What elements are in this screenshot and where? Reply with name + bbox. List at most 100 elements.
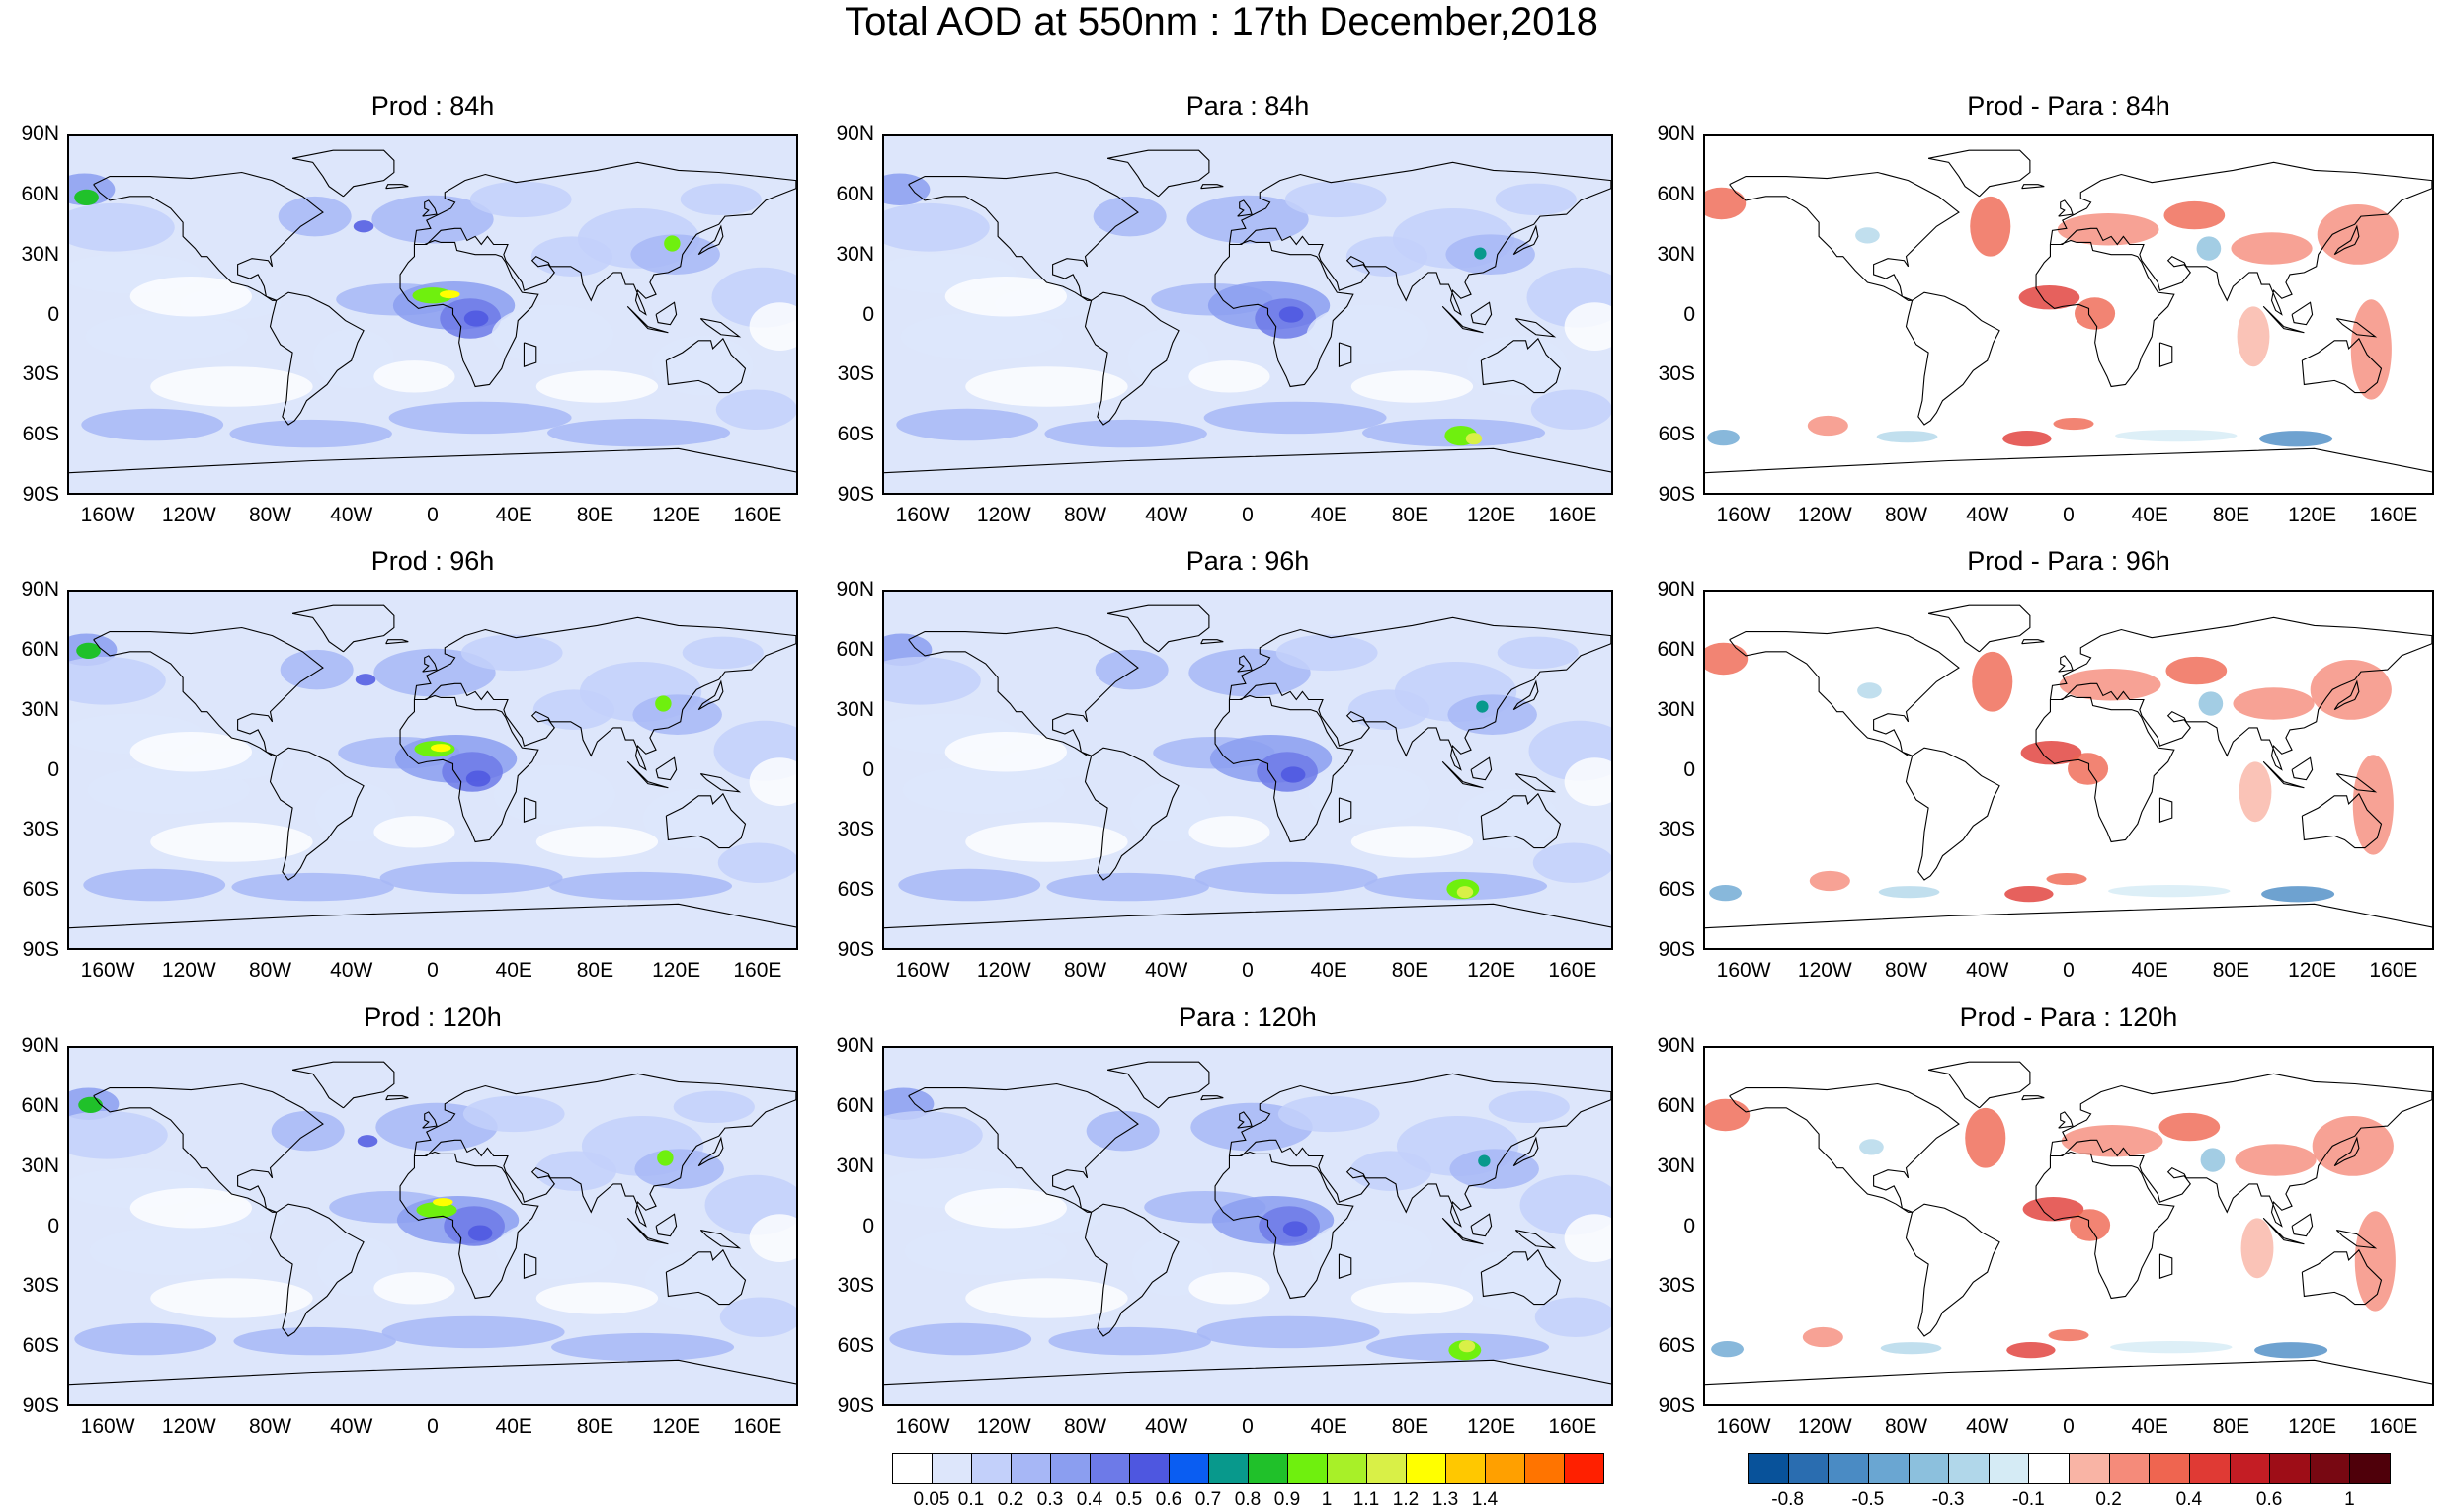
latitude-label: 60S [1658, 1334, 1695, 1358]
colorbar-label: 1 [2344, 1489, 2355, 1510]
difference-blob [1972, 651, 2013, 712]
coastline [1107, 1061, 1210, 1109]
coastline [1200, 1095, 1224, 1101]
panel-title: Prod : 84h [370, 91, 495, 120]
longitude-label: 0 [2063, 1415, 2075, 1438]
aod-blob [1534, 1297, 1611, 1338]
coastline [1441, 760, 1484, 789]
low-aod-patch [373, 1272, 455, 1305]
latitude-label: 30S [837, 818, 874, 841]
coastline [1084, 747, 1180, 881]
longitude-label: 120E [652, 959, 701, 982]
aod-blob [651, 335, 754, 396]
coastline [626, 305, 669, 334]
coastline [2035, 1151, 2175, 1300]
difference-blob [1809, 870, 1850, 892]
coastline [292, 604, 395, 653]
aod-blob [900, 312, 1063, 361]
longitude-label: 40E [495, 959, 532, 982]
aod-blob [717, 842, 796, 884]
aod-blob [76, 642, 101, 659]
longitude-label: 80E [2212, 504, 2250, 526]
colorbar-swatch [1948, 1453, 1990, 1484]
difference-blob [2239, 761, 2272, 823]
longitude-label: 160W [1716, 504, 1771, 526]
coastline [422, 655, 438, 673]
aod-blob [467, 1225, 493, 1241]
low-aod-patch [1564, 757, 1611, 806]
colorbar-swatch [1564, 1453, 1604, 1484]
aod-blob [85, 312, 248, 361]
field-layer [69, 592, 796, 948]
aod-blob [884, 173, 931, 205]
difference-blob [1802, 1326, 1843, 1348]
coastline [269, 291, 365, 426]
colorbar-label: 0.8 [1234, 1489, 1262, 1510]
coastline [2333, 679, 2360, 711]
difference-blob [1876, 431, 1938, 443]
low-aod-patch [965, 822, 1128, 862]
aod-blob [373, 648, 496, 697]
longitude-label: 120W [1797, 1415, 1852, 1438]
difference-blob [2110, 1341, 2233, 1354]
colorbar-label: 0.9 [1273, 1489, 1301, 1510]
colorbar-label: 1.4 [1471, 1489, 1499, 1510]
coastline [1470, 1213, 1493, 1237]
longitude-label: 40E [1310, 959, 1347, 982]
coastline [665, 792, 747, 849]
longitude-label: 160W [80, 504, 135, 526]
difference-blob [2018, 285, 2080, 310]
colorbar-label: 0.3 [1036, 1489, 1064, 1510]
aod-blob [1203, 401, 1387, 435]
difference-blob [2006, 1342, 2056, 1359]
coastline [1905, 291, 2000, 426]
difference-blob [1705, 1098, 1751, 1132]
aod-blob [69, 1110, 168, 1159]
colorbar-swatch [1867, 1453, 1910, 1484]
aod-blob [1476, 700, 1489, 713]
coastline [655, 1213, 678, 1237]
difference-blob [2108, 885, 2231, 898]
longitude-label: 80W [1063, 1415, 1107, 1438]
coastline [69, 447, 796, 474]
field-layer [1705, 187, 2399, 447]
aod-blob [1046, 872, 1209, 902]
longitude-label: 120W [161, 959, 216, 982]
longitude-label: 120W [976, 1415, 1031, 1438]
aod-blob [431, 744, 451, 753]
low-aod-patch [1188, 816, 1270, 848]
aod-blob [889, 1322, 1032, 1356]
aod-blob [463, 310, 489, 327]
aod-blob [655, 695, 672, 712]
coastline [69, 903, 796, 929]
longitude-label: 120E [2288, 504, 2337, 526]
difference-blob [2020, 741, 2082, 765]
coastline [2049, 161, 2432, 316]
latitude-label: 90S [22, 1394, 59, 1417]
aod-blob [532, 689, 614, 730]
latitude-label: 30N [836, 697, 874, 721]
latitude-label: 90S [837, 1394, 874, 1417]
aod-blob [1196, 1315, 1380, 1349]
latitude-label: 90N [21, 1034, 59, 1057]
colorbar-swatch [1828, 1453, 1869, 1484]
difference-blob [2261, 886, 2335, 903]
coastline [385, 1095, 409, 1101]
coastline [699, 1229, 742, 1249]
longitude-label: 80W [1884, 504, 1928, 526]
latitude-label: 90N [836, 578, 874, 600]
difference-blob [2053, 417, 2094, 431]
latitude-label: 0 [47, 302, 59, 326]
difference-blob [2350, 299, 2392, 400]
coastline [399, 239, 539, 388]
longitude-label: 160E [1548, 959, 1597, 982]
difference-blob [2240, 1218, 2274, 1279]
coastline [523, 342, 537, 367]
coastline [2158, 342, 2173, 367]
map-frame [67, 590, 798, 950]
aod-blob [680, 183, 762, 216]
longitude-label: 80E [1391, 959, 1429, 982]
coastline [2262, 1217, 2305, 1245]
longitude-label: 160E [733, 959, 782, 982]
